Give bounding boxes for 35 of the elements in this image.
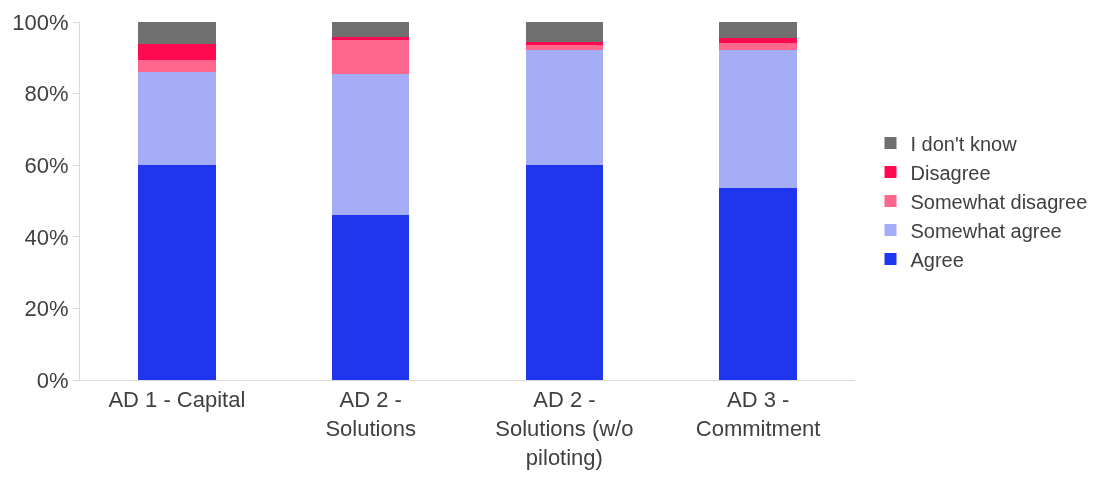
legend-label: Somewhat agree (910, 219, 1062, 242)
x-tick-label: AD 2 - Solutions (w/o piloting) (495, 387, 634, 470)
bar (138, 60, 216, 73)
x-tick-label: AD 3 - Commitment (695, 387, 821, 441)
legend-label: I don't know (910, 132, 1018, 155)
legend-label: Disagree (910, 161, 991, 184)
bar (331, 73, 410, 216)
bar (138, 165, 216, 380)
legend-label: Somewhat disagree (910, 190, 1088, 213)
bar (719, 49, 797, 189)
x-tick-label: AD 1 - Capital (108, 387, 246, 413)
bar (719, 42, 797, 50)
bar (138, 43, 216, 61)
bar (525, 42, 604, 45)
x-tick-label: AD 2 - Solutions (325, 387, 416, 441)
bar (331, 37, 410, 41)
y-tick-label: 0% (36, 367, 69, 393)
bar (138, 72, 216, 166)
y-tick-label: 60% (24, 152, 69, 178)
bar (525, 44, 604, 50)
y-tick-label: 100% (12, 9, 69, 35)
y-tick-label: 40% (24, 224, 69, 250)
bar (331, 22, 410, 38)
bar (719, 188, 797, 380)
bar (138, 22, 216, 44)
bar (525, 49, 604, 166)
bar (525, 165, 604, 380)
bar (331, 215, 410, 380)
legend-label: Agree (910, 248, 964, 271)
bar (331, 40, 410, 74)
bar (719, 22, 797, 38)
bar (719, 37, 797, 43)
y-tick-label: 20% (24, 296, 69, 322)
y-tick-label: 80% (24, 81, 69, 107)
bar (525, 22, 604, 43)
